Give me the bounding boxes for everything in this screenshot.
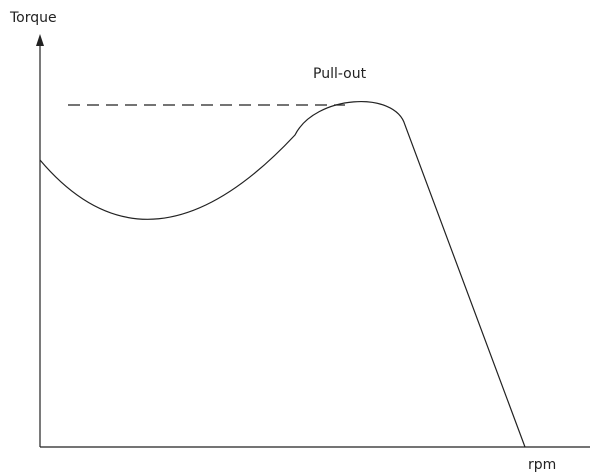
y-axis-label: Torque [9,10,57,26]
peak-label: Pull-out [313,66,367,82]
y-axis-arrow [36,34,44,46]
axes [39,38,590,448]
torque-curve [39,101,526,448]
x-axis-label: rpm [528,457,556,473]
